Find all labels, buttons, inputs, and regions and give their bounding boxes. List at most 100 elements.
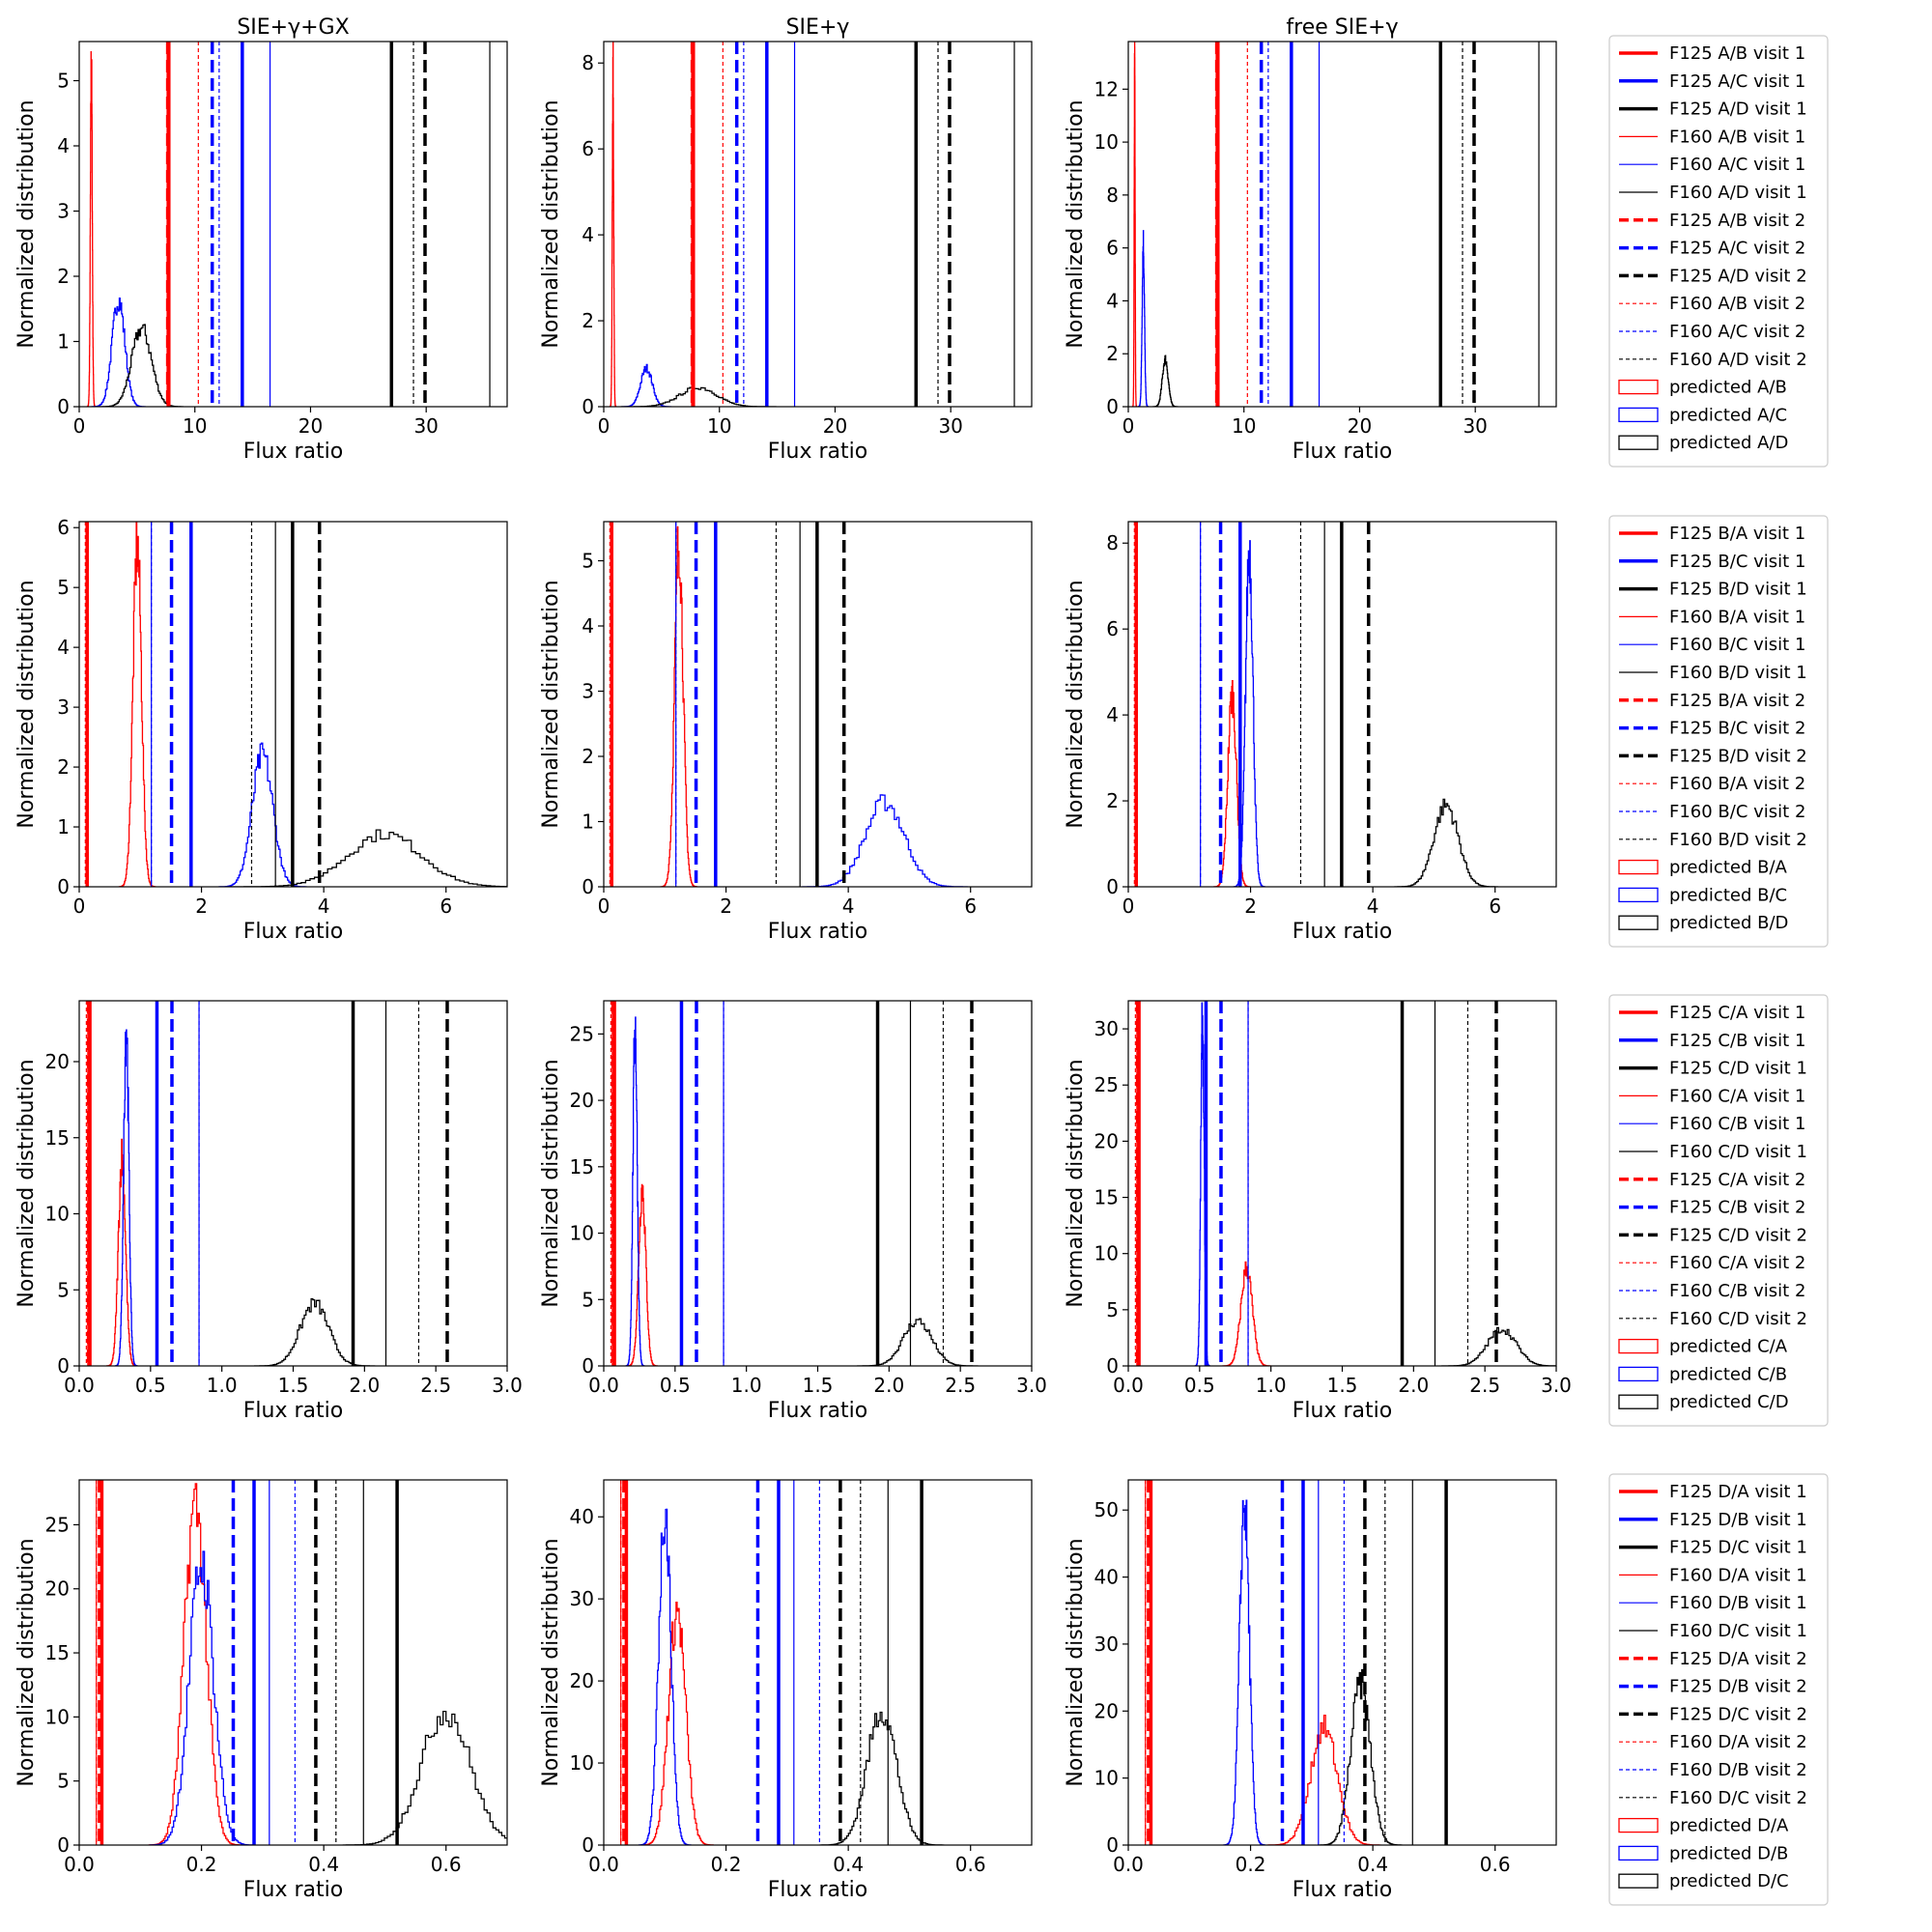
x-tick-label: 0 [73,895,86,918]
legend-label: F160 C/B visit 1 [1669,1114,1805,1134]
y-tick-label: 4 [1106,703,1119,726]
legend-label: F125 B/D visit 2 [1669,746,1807,766]
y-tick-label: 25 [1094,1073,1119,1096]
y-axis-label: Normalized distribution [14,1538,39,1786]
x-tick-label: 2.0 [1398,1374,1429,1397]
legend-label: predicted A/C [1669,405,1787,425]
y-tick-label: 10 [1094,1767,1119,1790]
legend-label: F160 D/C visit 1 [1669,1621,1807,1641]
legend-label: F160 C/D visit 1 [1669,1142,1807,1162]
y-tick-label: 10 [570,1751,594,1775]
y-tick-label: 8 [1106,184,1119,207]
y-tick-label: 5 [57,70,70,93]
x-axis-label: Flux ratio [768,440,867,464]
histogram-predicted-a-d [620,385,777,407]
legend-label: F125 B/C visit 1 [1669,552,1805,572]
legend-label: F160 B/D visit 2 [1669,830,1807,850]
legend-label: predicted D/C [1669,1871,1789,1891]
legend-label: F160 A/B visit 2 [1669,294,1805,314]
axes-frame [1127,521,1557,888]
legend-label: F125 C/A visit 2 [1669,1170,1805,1190]
legend-label: predicted B/C [1669,885,1787,905]
y-tick-label: 4 [582,614,594,638]
y-tick-label: 0 [582,1354,594,1378]
x-tick-label: 1.5 [278,1374,309,1397]
legend-label: F160 D/C visit 2 [1669,1788,1807,1808]
legend-label: F160 B/A visit 1 [1669,607,1805,627]
legend-box [1608,35,1829,468]
y-tick-label: 15 [45,1641,70,1664]
x-axis-label: Flux ratio [768,1878,867,1902]
y-tick-label: 0 [1106,1354,1119,1378]
legend-label: F125 C/B visit 1 [1669,1031,1805,1051]
x-tick-label: 4 [842,895,855,918]
y-tick-label: 0 [1106,875,1119,898]
x-tick-label: 6 [1489,895,1501,918]
legend-row-3: F125 C/A visit 1 F125 C/B visit 1 F125 C/D… [1608,994,1829,1427]
y-tick-label: 20 [570,1089,594,1112]
histogram-predicted-d-b [149,1550,254,1845]
panel-r4-c3: 0.0 0.2 0.4 0.6 0 10 20 30 40 50 Flux ratio Normali… [1064,1479,1557,1902]
legend-label: F125 D/B visit 1 [1669,1510,1807,1530]
y-tick-label: 2 [57,755,70,779]
legend-row-2: F125 B/A visit 1 F125 B/C visit 1 F125 B/D… [1608,515,1829,948]
legend-label: F160 C/A visit 2 [1669,1253,1805,1273]
x-tick-label: 2.5 [945,1374,976,1397]
legend-label: predicted B/D [1669,913,1788,933]
x-tick-label: 0 [598,895,611,918]
panel-r2-c3: 0 2 4 6 0 2 4 6 8 Flux ratio Normalized distributi… [1064,521,1557,944]
histogram-predicted-a-d [1152,355,1179,407]
y-tick-label: 30 [1094,1633,1119,1656]
y-tick-label: 0 [57,1833,70,1857]
histogram-predicted-a-b [609,42,617,407]
y-tick-label: 5 [57,1770,70,1793]
x-tick-label: 1.0 [207,1374,238,1397]
histogram-predicted-c-d [1441,1326,1556,1366]
y-tick-label: 30 [1094,1017,1119,1040]
legend-label: F160 A/D visit 1 [1669,183,1807,203]
histogram-predicted-a-c [91,297,147,407]
legend-patch-swatch [1618,1394,1659,1409]
legend-box [1608,994,1829,1427]
y-tick-label: 20 [45,1577,70,1601]
panel-r3-c1: 0.0 0.5 1.0 1.5 2.0 2.5 3.0 0 5 10 15 20 Flux ratio N… [14,1000,523,1423]
legend-label: F160 A/B visit 1 [1669,127,1805,147]
legend-label: F160 A/D visit 2 [1669,350,1807,370]
x-tick-label: 0 [598,414,611,438]
x-tick-label: 0.6 [431,1853,462,1876]
x-tick-label: 0 [73,414,86,438]
x-tick-label: 10 [707,414,731,438]
x-tick-label: 0.0 [64,1853,95,1876]
histogram-predicted-c-a [1222,1261,1272,1366]
y-tick-label: 6 [57,516,70,539]
x-tick-label: 4 [318,895,330,918]
histogram-predicted-b-a [118,522,156,887]
y-tick-label: 15 [45,1126,70,1150]
x-tick-label: 2.0 [349,1374,380,1397]
axes-frame [1127,1479,1557,1846]
y-tick-label: 2 [582,309,594,332]
y-axis-label: Normalized distribution [539,99,563,348]
axes-frame [603,41,1033,408]
y-tick-label: 15 [1094,1186,1119,1209]
panel-r4-c2: 0.0 0.2 0.4 0.6 0 10 20 30 40 Flux ratio Normalize… [539,1479,1033,1902]
legend-label: F160 B/C visit 2 [1669,802,1805,822]
x-tick-label: 0.0 [64,1374,95,1397]
legend-box [1608,515,1829,948]
y-tick-label: 40 [1094,1566,1119,1589]
legend-label: F125 C/B visit 2 [1669,1198,1805,1218]
plot-area [85,1001,449,1366]
x-tick-label: 2 [1244,895,1257,918]
x-tick-label: 30 [1463,414,1487,438]
y-tick-label: 1 [57,815,70,838]
panel-r1-c2: 0 10 20 30 0 2 4 6 8 Flux ratio Normalized distrib… [539,41,1033,464]
y-tick-label: 5 [57,576,70,599]
legend-label: predicted C/A [1669,1337,1788,1357]
x-tick-label: 30 [938,414,962,438]
x-tick-label: 0.6 [955,1853,986,1876]
legend-label: F160 A/C visit 1 [1669,155,1805,175]
panel-r2-c2: 0 2 4 6 0 1 2 3 4 5 Flux ratio Normalized distribut… [539,521,1033,944]
histogram-predicted-d-b [1223,1499,1266,1845]
y-axis-label: Normalized distribution [14,580,39,828]
y-tick-label: 0 [57,875,70,898]
